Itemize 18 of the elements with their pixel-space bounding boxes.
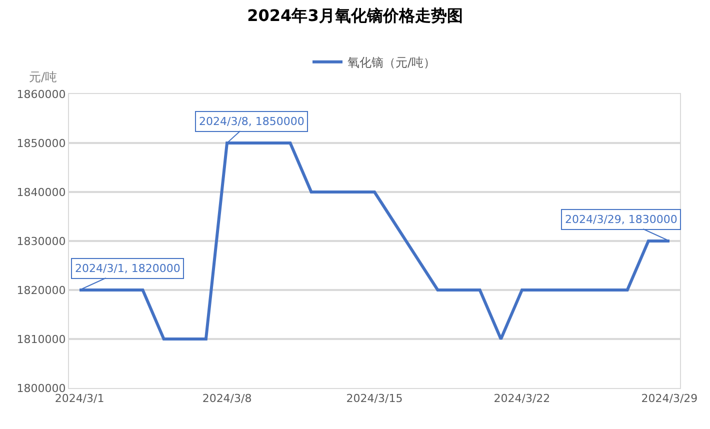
legend-label: 氧化镝（元/吨） bbox=[348, 56, 436, 70]
y-tick-label: 1840000 bbox=[16, 186, 66, 199]
annotation: 2024/3/1, 1820000 bbox=[75, 262, 180, 275]
x-tick-label: 2024/3/15 bbox=[346, 392, 403, 406]
y-tick-label: 1820000 bbox=[16, 284, 66, 297]
x-tick-label: 2024/3/22 bbox=[494, 392, 550, 406]
x-tick-label: 2024/3/1 bbox=[54, 392, 104, 406]
y-tick-label: 1860000 bbox=[16, 88, 66, 101]
chart-title: 2024年3月氧化镝价格走势图 bbox=[247, 6, 463, 26]
annotation: 2024/3/8, 1850000 bbox=[199, 115, 304, 128]
y-tick-label: 1850000 bbox=[16, 136, 66, 150]
y-axis-title: 元/吨 bbox=[29, 70, 58, 84]
y-tick-label: 1830000 bbox=[16, 234, 66, 248]
y-tick-label: 1800000 bbox=[16, 382, 66, 395]
x-tick-label: 2024/3/8 bbox=[202, 392, 252, 406]
x-tick-label: 2024/3/29 bbox=[641, 392, 698, 406]
annotation: 2024/3/29, 1830000 bbox=[565, 213, 678, 226]
y-tick-label: 1810000 bbox=[16, 332, 66, 346]
